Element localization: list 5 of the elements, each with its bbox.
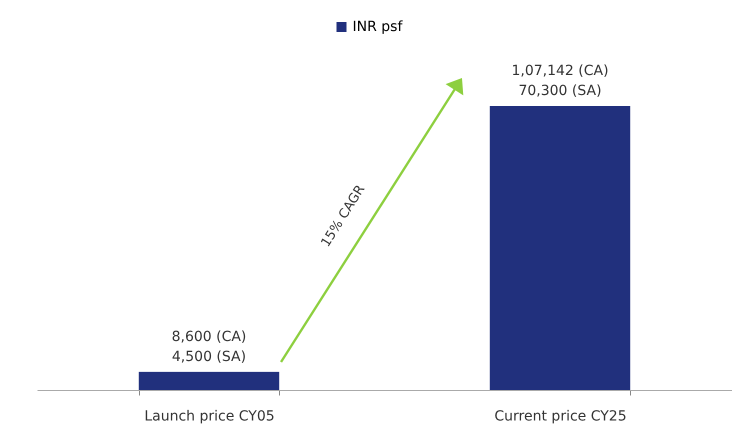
x-tick-label: Current price CY25 <box>494 408 627 424</box>
x-tick-label: Launch price CY05 <box>144 408 275 424</box>
data-label: 8,600 (CA) 4,500 (SA) <box>172 328 246 365</box>
legend-label: INR psf <box>352 19 404 35</box>
data-label: 1,07,142 (CA) 70,300 (SA) <box>511 63 609 99</box>
